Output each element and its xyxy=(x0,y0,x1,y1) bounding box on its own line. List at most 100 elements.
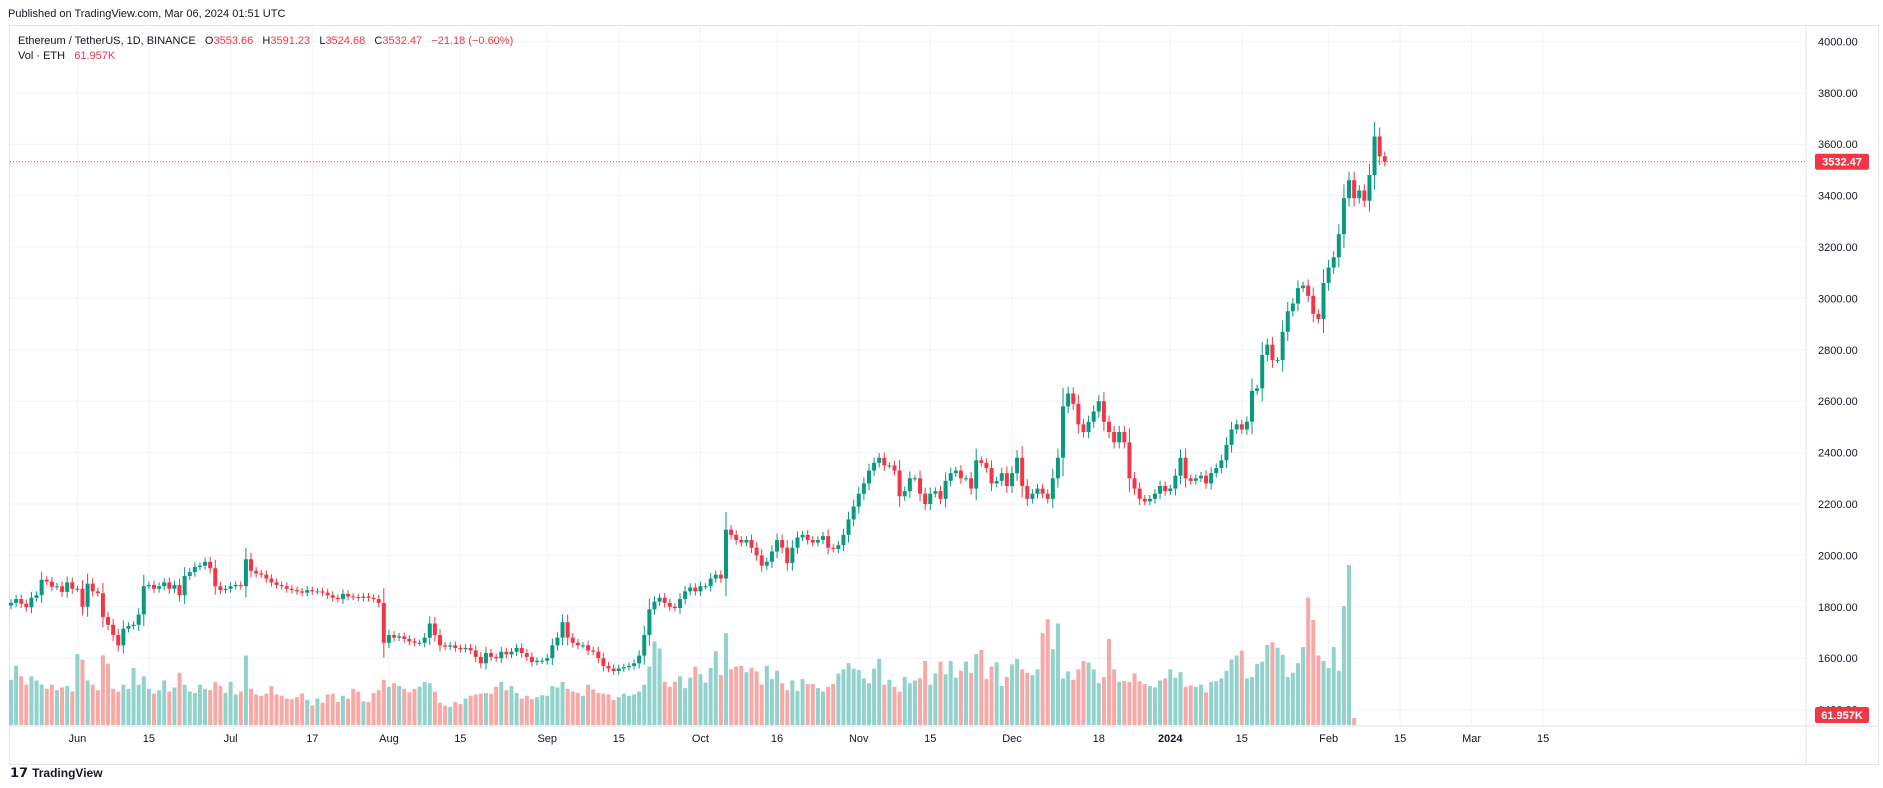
volume-bar xyxy=(1122,681,1127,725)
candle-body xyxy=(187,572,192,576)
volume-value: 61.957K xyxy=(74,50,116,62)
candle-body xyxy=(550,645,555,659)
candle-body xyxy=(749,539,754,548)
candle-body xyxy=(1347,180,1352,199)
volume-bar xyxy=(596,693,601,725)
candle-body xyxy=(274,582,279,585)
volume-bar xyxy=(1183,686,1188,725)
candle-body xyxy=(851,506,856,520)
volume-bar xyxy=(432,691,437,725)
volume-bar xyxy=(274,694,279,725)
volume-bar xyxy=(208,690,213,725)
volume-bar xyxy=(1331,647,1336,725)
volume-bar xyxy=(177,672,182,725)
candle-body xyxy=(831,547,836,549)
volume-bar xyxy=(1193,686,1198,725)
candle-body xyxy=(254,570,259,574)
candle-body xyxy=(468,647,473,651)
volume-bar xyxy=(667,686,672,725)
candle-body xyxy=(320,591,325,593)
published-caption: Published on TradingView.com, Mar 06, 20… xyxy=(8,8,286,20)
candle-body xyxy=(203,561,208,566)
symbol-label[interactable]: Ethereum / TetherUS, 1D, BINANCE xyxy=(18,35,196,47)
candle-body xyxy=(907,478,912,492)
candle-body xyxy=(310,590,315,592)
candle-body xyxy=(1081,424,1086,433)
y-tick-label: 2600.00 xyxy=(1818,396,1858,408)
volume-bar xyxy=(412,688,417,725)
candle-body xyxy=(795,537,800,548)
volume-bar xyxy=(448,706,453,725)
volume-bar xyxy=(483,693,488,725)
candle-body xyxy=(729,529,734,535)
candle-body xyxy=(892,465,897,471)
candle-body xyxy=(34,595,39,598)
volume-bar xyxy=(437,702,442,725)
volume-bar xyxy=(90,684,95,725)
candle-body xyxy=(284,586,289,589)
candle-body xyxy=(346,593,351,597)
volume-bar xyxy=(1321,661,1326,725)
volume-bar xyxy=(1055,623,1060,725)
volume-bar xyxy=(106,663,111,725)
candle-body xyxy=(121,628,126,646)
candle-body xyxy=(494,656,499,659)
tradingview-logo[interactable]: 𝟭𝟳 TradingView xyxy=(10,765,103,781)
candle-body xyxy=(560,622,565,638)
candle-body xyxy=(683,591,688,600)
candle-body xyxy=(535,660,540,663)
candle-body xyxy=(1009,473,1014,487)
candle-body xyxy=(606,665,611,669)
candle-body xyxy=(524,653,529,657)
candle-body xyxy=(1040,488,1045,494)
volume-label[interactable]: Vol · ETH xyxy=(18,50,66,62)
volume-bar xyxy=(1316,655,1321,725)
volume-bar xyxy=(637,691,642,725)
volume-bar xyxy=(821,691,826,725)
x-tick-label: 15 xyxy=(1236,733,1248,745)
candle-body xyxy=(443,645,448,647)
candle-body xyxy=(780,539,785,548)
volume-bar xyxy=(509,686,514,725)
volume-bar xyxy=(407,692,412,725)
candle-body xyxy=(1260,354,1265,389)
volume-bar xyxy=(780,683,785,725)
candle-body xyxy=(1285,311,1290,332)
candle-body xyxy=(386,635,391,643)
candle-body xyxy=(44,579,49,582)
volume-bar xyxy=(693,666,698,725)
volume-bar xyxy=(478,693,483,725)
candle-body xyxy=(407,638,412,642)
volume-bar xyxy=(1290,672,1295,725)
candle-body xyxy=(923,493,928,504)
candle-body xyxy=(1295,288,1300,304)
candle-body xyxy=(964,478,969,480)
volume-bar xyxy=(1270,642,1275,725)
candle-body xyxy=(228,586,233,589)
volume-bar xyxy=(560,681,565,725)
volume-bar xyxy=(1341,606,1346,725)
candle-body xyxy=(570,637,575,643)
volume-bar xyxy=(979,649,984,725)
volume-bar xyxy=(463,698,468,725)
volume-bar xyxy=(810,683,815,725)
volume-bar xyxy=(34,680,39,725)
candle-body xyxy=(1158,486,1163,494)
volume-bar xyxy=(912,680,917,725)
volume-bar xyxy=(723,633,728,725)
candle-body xyxy=(918,478,923,494)
candle-body xyxy=(872,462,877,471)
candle-body xyxy=(1015,457,1020,474)
volume-bar xyxy=(44,688,49,725)
candle-body xyxy=(489,653,494,657)
volume-bar xyxy=(984,679,989,725)
volume-bar xyxy=(540,695,545,725)
volume-bar xyxy=(1117,681,1122,725)
volume-bar xyxy=(524,695,529,725)
candle-body xyxy=(647,609,652,636)
candle-body xyxy=(882,457,887,466)
candle-body xyxy=(366,596,371,598)
candle-body xyxy=(902,491,907,497)
volume-badge xyxy=(1815,707,1869,723)
